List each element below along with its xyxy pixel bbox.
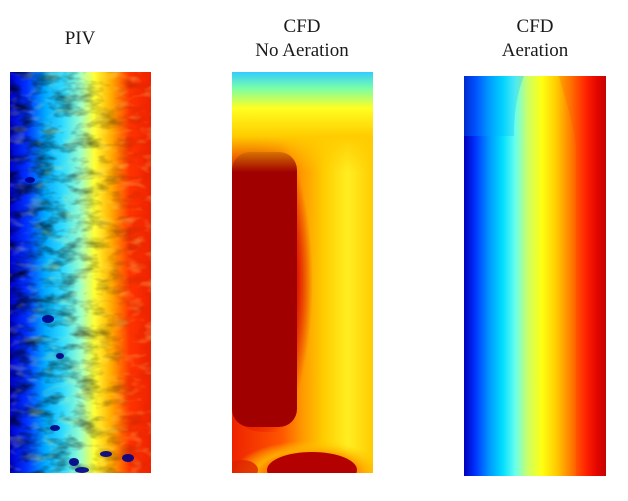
cfd-aeration-panel-title: CFD Aeration (501, 16, 569, 61)
cfd-no-aeration-velocity-field (232, 72, 373, 473)
cfd-no-aeration-contour-plot (232, 72, 373, 473)
cfd-no-aeration-panel-title: CFD No Aeration (255, 16, 349, 61)
cfd-aeration-contour-plot (464, 76, 606, 476)
cfd-aeration-velocity-field (464, 76, 606, 476)
piv-velocity-field (10, 72, 151, 473)
piv-contour-plot (10, 72, 151, 473)
piv-panel-title: PIV (64, 28, 96, 49)
